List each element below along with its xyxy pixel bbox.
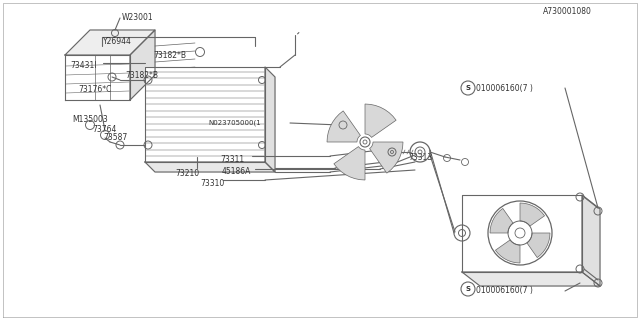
- Text: 73182*B: 73182*B: [153, 52, 186, 60]
- Text: 73182*B: 73182*B: [125, 71, 158, 81]
- Polygon shape: [145, 162, 275, 172]
- Polygon shape: [520, 203, 545, 226]
- Text: A730001080: A730001080: [543, 7, 592, 17]
- Polygon shape: [462, 195, 582, 272]
- Text: 73210: 73210: [175, 169, 199, 178]
- Text: 45186A: 45186A: [222, 167, 252, 177]
- Text: N023705000(1: N023705000(1: [208, 120, 260, 126]
- Polygon shape: [462, 272, 600, 286]
- Polygon shape: [582, 195, 600, 286]
- Polygon shape: [327, 111, 360, 142]
- Text: Y26944: Y26944: [103, 37, 132, 46]
- Text: 73764: 73764: [92, 124, 116, 133]
- Text: 73310: 73310: [200, 179, 224, 188]
- Text: S: S: [465, 85, 470, 91]
- Polygon shape: [65, 55, 130, 100]
- Polygon shape: [145, 67, 265, 162]
- Polygon shape: [369, 142, 403, 173]
- Text: W23001: W23001: [122, 13, 154, 22]
- Polygon shape: [130, 30, 155, 100]
- Polygon shape: [490, 208, 513, 233]
- Text: 010006160(7 ): 010006160(7 ): [476, 285, 533, 294]
- Polygon shape: [527, 233, 550, 258]
- Text: 73431I: 73431I: [70, 60, 97, 69]
- Polygon shape: [365, 104, 396, 137]
- Text: 73176*C: 73176*C: [78, 85, 111, 94]
- Text: 010006160(7 ): 010006160(7 ): [476, 84, 533, 92]
- Text: 73587: 73587: [103, 133, 127, 142]
- Text: S: S: [465, 286, 470, 292]
- Polygon shape: [334, 147, 365, 180]
- Polygon shape: [495, 240, 520, 263]
- Text: 73311: 73311: [220, 155, 244, 164]
- Text: 73313: 73313: [408, 153, 432, 162]
- Text: M135003: M135003: [72, 115, 108, 124]
- Polygon shape: [265, 67, 275, 172]
- Polygon shape: [65, 30, 155, 55]
